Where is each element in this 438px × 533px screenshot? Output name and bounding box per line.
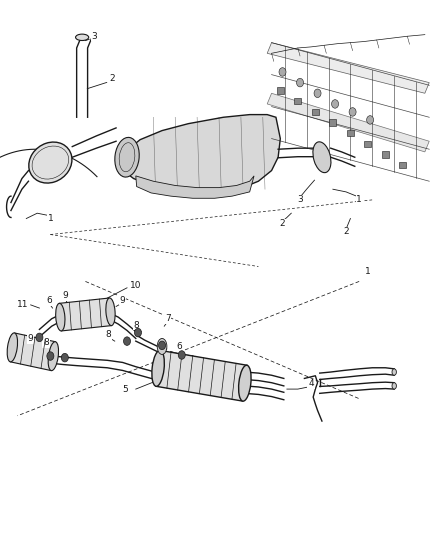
Text: 3: 3 (91, 32, 97, 41)
Circle shape (134, 328, 141, 337)
Text: 9: 9 (28, 334, 34, 343)
Text: 4: 4 (308, 379, 314, 388)
Bar (399, 162, 406, 168)
Ellipse shape (106, 298, 115, 326)
Ellipse shape (152, 350, 164, 386)
Ellipse shape (392, 383, 396, 389)
Text: 1: 1 (47, 214, 53, 223)
Circle shape (279, 68, 286, 76)
Polygon shape (267, 43, 429, 93)
Text: 8: 8 (134, 321, 140, 329)
Text: 1: 1 (356, 196, 362, 204)
Bar (277, 87, 284, 94)
Circle shape (178, 351, 185, 359)
Ellipse shape (157, 338, 167, 354)
Circle shape (297, 78, 304, 87)
Polygon shape (156, 350, 247, 401)
Circle shape (47, 352, 54, 360)
Circle shape (314, 89, 321, 98)
Ellipse shape (115, 138, 139, 177)
Text: 2: 2 (280, 220, 285, 228)
Ellipse shape (48, 342, 59, 370)
Ellipse shape (313, 142, 331, 173)
Text: 10: 10 (130, 281, 141, 289)
Text: 5: 5 (122, 385, 128, 393)
Ellipse shape (56, 303, 65, 331)
Circle shape (349, 108, 356, 116)
Text: 9: 9 (62, 292, 68, 300)
Text: 2: 2 (109, 75, 114, 83)
Text: 6: 6 (46, 296, 53, 305)
Text: 3: 3 (297, 196, 303, 204)
Polygon shape (59, 298, 112, 331)
Circle shape (61, 353, 68, 362)
Ellipse shape (7, 333, 18, 362)
Bar (294, 98, 301, 104)
Circle shape (332, 100, 339, 108)
Text: 11: 11 (17, 301, 28, 309)
Text: 1: 1 (365, 268, 371, 276)
Text: 7: 7 (165, 314, 171, 323)
Ellipse shape (392, 369, 396, 375)
Bar (347, 130, 354, 136)
Ellipse shape (76, 34, 88, 41)
Circle shape (367, 116, 374, 124)
Polygon shape (122, 115, 280, 191)
Polygon shape (136, 176, 254, 198)
Text: 9: 9 (120, 296, 126, 304)
Bar (364, 141, 371, 147)
Circle shape (36, 333, 43, 342)
Polygon shape (267, 93, 429, 152)
Bar (312, 109, 319, 115)
Bar (382, 151, 389, 158)
Ellipse shape (239, 365, 251, 401)
Bar (329, 119, 336, 126)
Ellipse shape (29, 142, 72, 183)
Polygon shape (10, 333, 56, 370)
Circle shape (124, 337, 131, 345)
Text: 2: 2 (343, 228, 349, 236)
Text: 8: 8 (43, 338, 49, 347)
Circle shape (159, 341, 166, 350)
Text: 8: 8 (106, 330, 112, 339)
Text: 6: 6 (177, 342, 183, 351)
